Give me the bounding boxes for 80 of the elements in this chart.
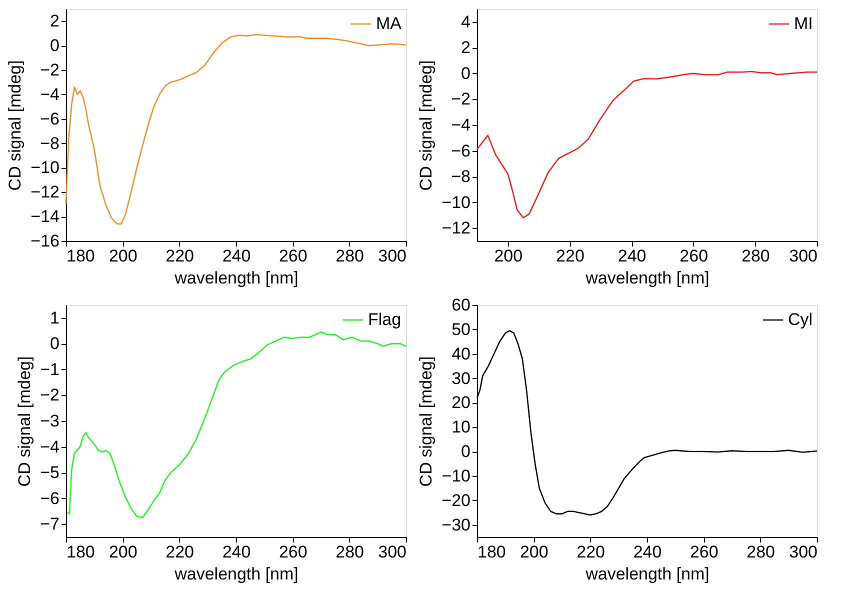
y-tick-label: −10 bbox=[30, 158, 60, 178]
y-tick-label: 10 bbox=[452, 418, 470, 437]
y-tick-label: 0 bbox=[461, 442, 470, 462]
y-tick-label: −2 bbox=[40, 60, 60, 80]
x-tick-label: 280 bbox=[741, 246, 770, 266]
y-tick-label: −10 bbox=[442, 192, 470, 212]
x-tick-label: 180 bbox=[66, 246, 95, 266]
x-tick-label: 240 bbox=[222, 246, 251, 266]
y-tick-label: 1 bbox=[50, 308, 60, 328]
y-tick-label: 4 bbox=[461, 12, 470, 32]
y-axis-title: CD signal [mdeg] bbox=[416, 356, 436, 487]
x-axis-title: wavelength [nm] bbox=[174, 268, 298, 288]
line-series bbox=[66, 331, 407, 518]
x-tick-label: 260 bbox=[278, 542, 308, 562]
x-tick-label: 220 bbox=[576, 542, 606, 562]
y-tick-label: −4 bbox=[40, 84, 60, 104]
x-tick-label: 240 bbox=[618, 246, 646, 266]
y-tick-label: −12 bbox=[30, 182, 60, 202]
y-tick-label: 2 bbox=[461, 38, 470, 58]
y-tick-label: 50 bbox=[452, 320, 470, 339]
y-tick-label: 0 bbox=[50, 36, 60, 56]
x-axis-title: wavelength [nm] bbox=[584, 268, 710, 288]
x-tick-label: 280 bbox=[336, 246, 364, 266]
y-tick-label: −16 bbox=[30, 232, 60, 250]
x-tick-label: 220 bbox=[166, 542, 194, 562]
y-tick-label: −1 bbox=[40, 360, 60, 379]
x-axis-title: wavelength [nm] bbox=[174, 564, 298, 584]
legend-label: Flag bbox=[368, 310, 402, 329]
y-tick-label: −10 bbox=[442, 466, 470, 486]
line-series bbox=[476, 70, 818, 218]
x-tick-label: 300 bbox=[789, 246, 818, 266]
x-tick-label: 300 bbox=[378, 246, 406, 266]
y-tick-label: −6 bbox=[451, 141, 470, 160]
x-tick-label: 260 bbox=[680, 246, 708, 266]
x-tick-label: 300 bbox=[789, 542, 818, 562]
x-tick-label: 240 bbox=[222, 542, 251, 562]
y-tick-label: −4 bbox=[40, 437, 60, 456]
x-tick-label: 200 bbox=[494, 246, 523, 266]
x-tick-label: 220 bbox=[166, 246, 194, 266]
y-tick-label: −12 bbox=[442, 218, 470, 238]
x-axis-title: wavelength [nm] bbox=[584, 564, 710, 584]
x-tick-label: 260 bbox=[690, 542, 718, 562]
y-tick-label: −6 bbox=[40, 488, 60, 508]
y-tick-label: 20 bbox=[452, 393, 470, 412]
legend-label: MA bbox=[376, 14, 402, 33]
y-tick-label: −8 bbox=[451, 167, 470, 186]
y-tick-label: −14 bbox=[30, 207, 60, 226]
x-tick-label: 180 bbox=[66, 542, 95, 562]
line-series bbox=[65, 34, 407, 225]
y-tick-label: 60 bbox=[452, 296, 470, 314]
x-tick-label: 260 bbox=[278, 246, 308, 266]
y-tick-label: −3 bbox=[40, 412, 60, 430]
y-tick-label: 30 bbox=[452, 368, 470, 388]
x-tick-label: 300 bbox=[378, 542, 406, 562]
y-tick-label: −2 bbox=[40, 386, 60, 405]
x-tick-label: 280 bbox=[746, 542, 776, 562]
y-tick-label: −2 bbox=[451, 90, 470, 109]
x-tick-label: 240 bbox=[633, 542, 662, 562]
y-tick-label: −6 bbox=[40, 109, 60, 128]
y-axis-title: CD signal [mdeg] bbox=[416, 60, 436, 191]
legend-label: MI bbox=[794, 14, 813, 33]
y-tick-label: 0 bbox=[50, 334, 60, 354]
x-tick-label: 220 bbox=[556, 246, 584, 266]
y-axis-title: CD signal [mdeg] bbox=[6, 60, 25, 191]
x-tick-label: 200 bbox=[108, 246, 138, 266]
y-tick-label: 0 bbox=[461, 64, 470, 83]
y-tick-label: 2 bbox=[50, 12, 60, 31]
x-tick-label: 200 bbox=[108, 542, 138, 562]
x-tick-label: 180 bbox=[478, 542, 506, 562]
x-tick-label: 280 bbox=[336, 542, 364, 562]
y-tick-label: −7 bbox=[40, 514, 60, 534]
y-tick-label: −8 bbox=[40, 134, 60, 153]
y-tick-label: −5 bbox=[40, 463, 60, 482]
y-tick-label: −20 bbox=[442, 490, 470, 510]
legend-label: Cyl bbox=[788, 310, 813, 329]
y-axis-title: CD signal [mdeg] bbox=[15, 356, 34, 487]
y-tick-label: −30 bbox=[442, 515, 470, 534]
y-tick-label: 40 bbox=[452, 344, 470, 364]
y-tick-label: −4 bbox=[451, 116, 470, 134]
x-tick-label: 200 bbox=[520, 542, 548, 562]
